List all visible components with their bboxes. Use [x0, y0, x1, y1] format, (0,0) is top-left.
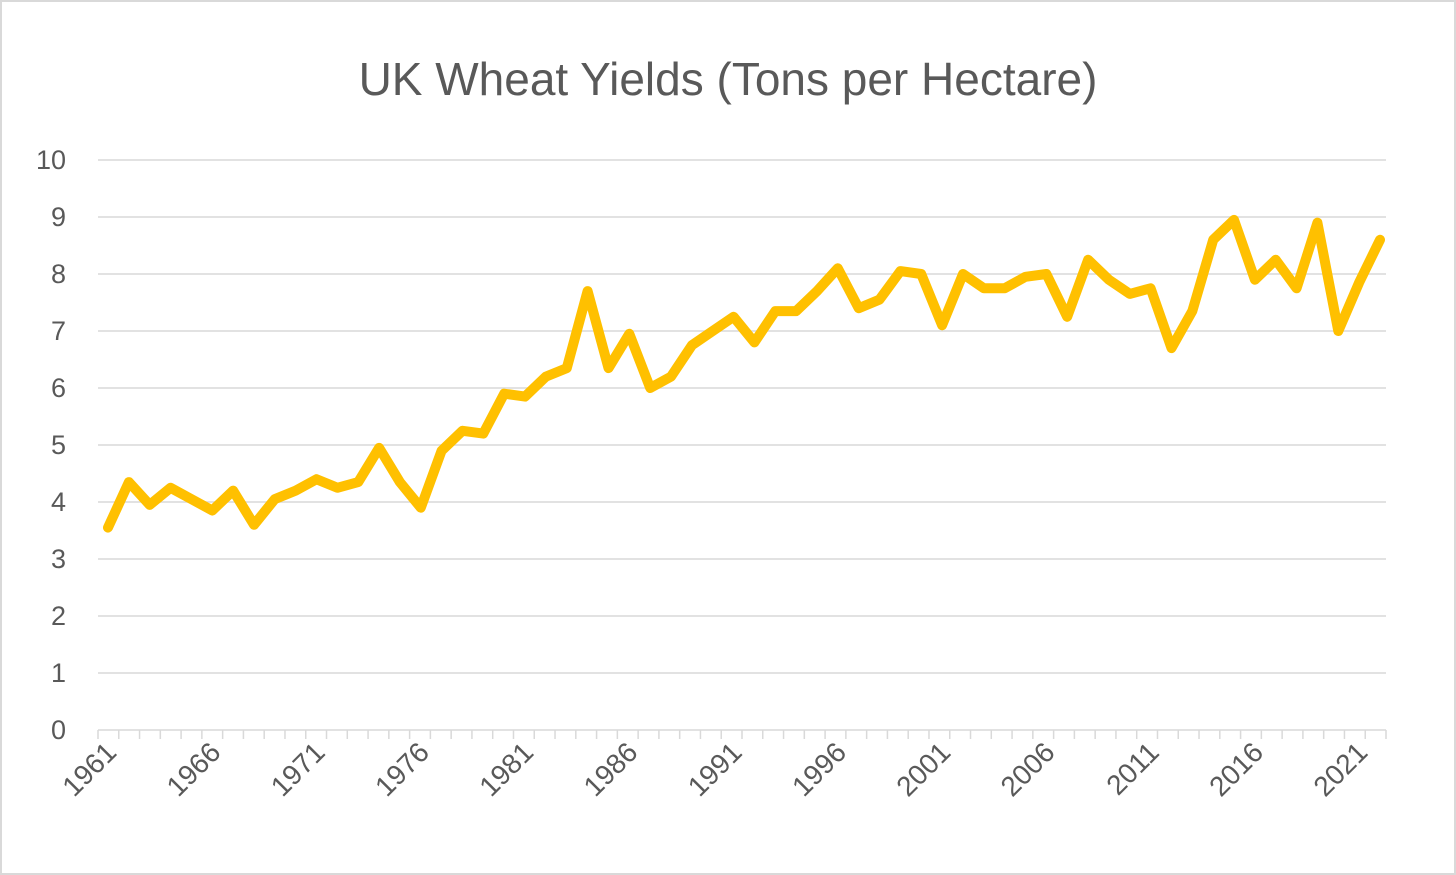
x-tick-label: 1976: [369, 736, 435, 802]
y-tick-label: 9: [51, 202, 66, 232]
data-point: [207, 506, 217, 516]
data-point: [249, 520, 259, 530]
y-tick-label: 8: [51, 259, 66, 289]
data-point: [457, 426, 467, 436]
data-point: [1125, 289, 1135, 299]
data-point: [1271, 255, 1281, 265]
x-tick-label: 1986: [578, 736, 644, 802]
data-point: [708, 326, 718, 336]
x-axis: [97, 729, 1387, 739]
y-tick-label: 3: [51, 544, 66, 574]
x-tick-labels: 1961 1966 1971 1976 1981 1986 1991 1996 2001 2006…: [56, 736, 1373, 802]
x-tick-label: 2021: [1307, 736, 1373, 802]
data-point: [312, 474, 322, 484]
y-tick-label: 7: [51, 316, 66, 346]
data-point: [645, 383, 655, 393]
data-point: [166, 483, 176, 493]
y-tick-labels: 0 1 2 3 4 5 6 7 8 9 10: [36, 145, 66, 745]
x-tick-label: 1961: [56, 736, 122, 802]
data-point: [1021, 272, 1031, 282]
data-point: [541, 372, 551, 382]
data-point: [478, 429, 488, 439]
data-point: [374, 443, 384, 453]
x-tick-label: 2011: [1100, 736, 1165, 801]
data-point: [416, 503, 426, 513]
data-point: [1146, 283, 1156, 293]
y-tick-label: 4: [51, 487, 66, 517]
data-point: [562, 363, 572, 373]
data-point: [791, 306, 801, 316]
x-tick-label: 1991: [682, 736, 748, 802]
data-point: [1000, 283, 1010, 293]
data-point: [1062, 312, 1072, 322]
data-point: [1229, 215, 1239, 225]
data-point: [854, 303, 864, 313]
series-line-wheat-yield: [103, 214, 1385, 533]
data-point: [291, 486, 301, 496]
y-tick-label: 6: [51, 373, 66, 403]
data-point: [520, 392, 530, 402]
chart-title: UK Wheat Yields (Tons per Hectare): [359, 53, 1098, 105]
data-point: [332, 483, 342, 493]
data-point: [979, 283, 989, 293]
data-point: [1041, 269, 1051, 279]
data-point: [749, 337, 759, 347]
data-point: [1083, 255, 1093, 265]
gridlines: [98, 159, 1386, 674]
data-point: [499, 389, 509, 399]
data-point: [583, 286, 593, 296]
data-point: [812, 286, 822, 296]
data-point: [895, 266, 905, 276]
data-point: [1375, 235, 1385, 245]
data-point: [124, 477, 134, 487]
data-point: [729, 312, 739, 322]
data-point: [875, 295, 885, 305]
data-point: [145, 500, 155, 510]
x-tick-label: 2006: [995, 736, 1061, 802]
data-point: [666, 372, 676, 382]
data-point: [916, 269, 926, 279]
data-point: [228, 486, 238, 496]
data-point: [1312, 218, 1322, 228]
y-tick-label: 1: [51, 658, 66, 688]
x-tick-label: 1971: [265, 736, 331, 802]
data-point: [937, 320, 947, 330]
data-point: [624, 329, 634, 339]
data-point: [1166, 343, 1176, 353]
data-point: [1104, 275, 1114, 285]
data-point: [1187, 306, 1197, 316]
data-point: [395, 477, 405, 487]
data-point: [186, 494, 196, 504]
x-tick-label: 1996: [786, 736, 852, 802]
x-tick-label: 2001: [890, 736, 956, 802]
data-point: [603, 363, 613, 373]
data-point: [958, 269, 968, 279]
y-tick-label: 0: [51, 715, 66, 745]
data-point: [103, 523, 113, 533]
y-tick-label: 10: [36, 145, 66, 175]
data-point: [833, 263, 843, 273]
data-point: [770, 306, 780, 316]
x-tick-label: 2016: [1203, 736, 1269, 802]
data-point: [687, 340, 697, 350]
data-point: [1250, 275, 1260, 285]
data-point: [1208, 235, 1218, 245]
series-group: [103, 214, 1385, 533]
data-point: [1354, 278, 1364, 288]
data-point: [437, 446, 447, 456]
data-point: [1292, 283, 1302, 293]
data-point: [1333, 326, 1343, 336]
data-point: [270, 494, 280, 504]
x-tick-label: 1966: [161, 736, 227, 802]
data-point: [353, 477, 363, 487]
y-tick-label: 2: [51, 601, 66, 631]
x-tick-label: 1981: [473, 736, 539, 802]
y-tick-label: 5: [51, 430, 66, 460]
